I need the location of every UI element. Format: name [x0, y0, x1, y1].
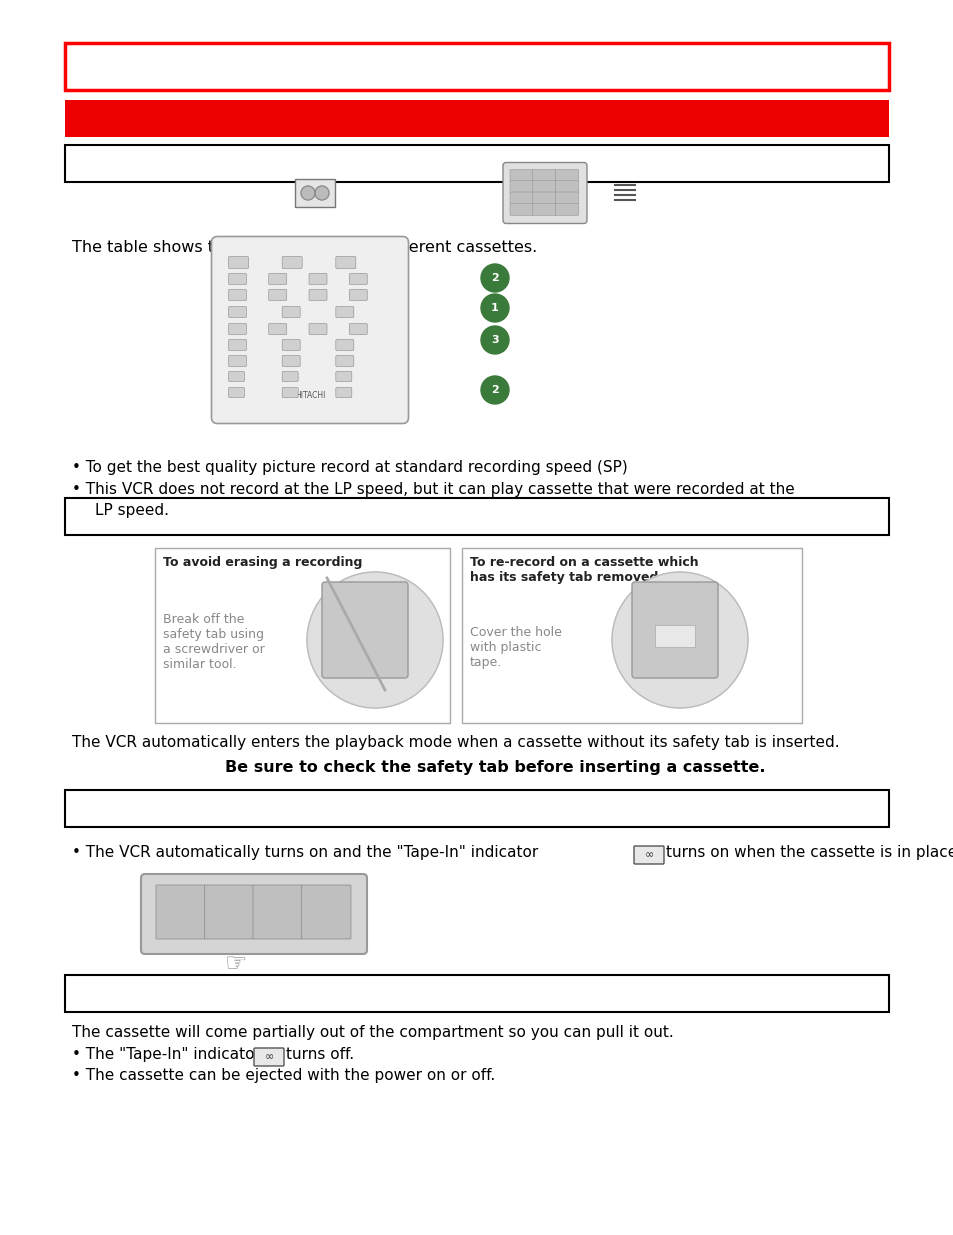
Text: 1: 1: [491, 303, 498, 312]
Bar: [65, 100, 888, 137]
FancyBboxPatch shape: [269, 289, 287, 300]
FancyBboxPatch shape: [510, 191, 533, 204]
FancyBboxPatch shape: [282, 356, 300, 367]
Text: LP speed.: LP speed.: [95, 503, 169, 517]
FancyBboxPatch shape: [204, 885, 253, 939]
Text: To avoid erasing a recording: To avoid erasing a recording: [163, 556, 362, 569]
Bar: [65, 43, 888, 90]
FancyBboxPatch shape: [502, 163, 586, 224]
Text: The cassette will come partially out of the compartment so you can pull it out.: The cassette will come partially out of …: [71, 1025, 673, 1040]
Text: 3: 3: [491, 335, 498, 345]
FancyBboxPatch shape: [282, 372, 298, 382]
FancyBboxPatch shape: [229, 356, 246, 367]
Text: Break off the
safety tab using
a screwdriver or
similar tool.: Break off the safety tab using a screwdr…: [163, 613, 265, 671]
FancyBboxPatch shape: [335, 356, 354, 367]
Circle shape: [480, 294, 509, 322]
FancyBboxPatch shape: [156, 885, 205, 939]
FancyBboxPatch shape: [229, 388, 244, 398]
Text: Be sure to check the safety tab before inserting a cassette.: Be sure to check the safety tab before i…: [225, 760, 764, 776]
FancyBboxPatch shape: [229, 340, 246, 351]
Text: turns on when the cassette is in place..: turns on when the cassette is in place..: [665, 845, 953, 860]
Text: HITACHI: HITACHI: [294, 390, 325, 399]
FancyBboxPatch shape: [335, 306, 354, 317]
FancyBboxPatch shape: [253, 885, 302, 939]
Text: 2: 2: [491, 385, 498, 395]
FancyBboxPatch shape: [229, 324, 246, 335]
Bar: [65, 498, 888, 535]
Bar: [294, 179, 335, 207]
FancyBboxPatch shape: [229, 306, 246, 317]
FancyBboxPatch shape: [309, 289, 327, 300]
Text: The table shows the recording time of different cassettes.: The table shows the recording time of di…: [71, 240, 537, 254]
Text: • The cassette can be ejected with the power on or off.: • The cassette can be ejected with the p…: [71, 1068, 495, 1083]
FancyBboxPatch shape: [532, 169, 556, 182]
FancyBboxPatch shape: [532, 204, 556, 215]
Circle shape: [480, 326, 509, 354]
Circle shape: [307, 572, 442, 708]
Text: ☞: ☞: [225, 952, 248, 976]
Text: 2: 2: [491, 273, 498, 283]
Text: Cover the hole
with plastic
tape.: Cover the hole with plastic tape.: [470, 626, 561, 669]
FancyBboxPatch shape: [282, 388, 298, 398]
Bar: [461, 548, 801, 722]
FancyBboxPatch shape: [229, 257, 248, 268]
FancyBboxPatch shape: [631, 582, 718, 678]
Text: • The VCR automatically turns on and the "Tape-In" indicator: • The VCR automatically turns on and the…: [71, 845, 537, 860]
FancyBboxPatch shape: [555, 169, 578, 182]
Bar: [65, 144, 888, 182]
Circle shape: [612, 572, 747, 708]
FancyBboxPatch shape: [309, 324, 327, 335]
FancyBboxPatch shape: [269, 273, 287, 284]
FancyBboxPatch shape: [510, 180, 533, 193]
Circle shape: [480, 375, 509, 404]
Bar: [65, 790, 888, 827]
FancyBboxPatch shape: [229, 289, 246, 300]
Circle shape: [301, 186, 314, 200]
Circle shape: [314, 186, 329, 200]
FancyBboxPatch shape: [555, 204, 578, 215]
FancyBboxPatch shape: [269, 324, 287, 335]
Text: • The "Tape-In" indicator: • The "Tape-In" indicator: [71, 1047, 260, 1062]
FancyBboxPatch shape: [322, 582, 408, 678]
Text: ∞: ∞: [264, 1052, 274, 1062]
FancyBboxPatch shape: [141, 874, 367, 953]
Text: ∞: ∞: [643, 850, 653, 860]
FancyBboxPatch shape: [349, 324, 367, 335]
FancyBboxPatch shape: [555, 191, 578, 204]
FancyBboxPatch shape: [335, 388, 352, 398]
Text: • This VCR does not record at the LP speed, but it can play cassette that were r: • This VCR does not record at the LP spe…: [71, 482, 794, 496]
FancyBboxPatch shape: [282, 257, 302, 268]
FancyBboxPatch shape: [349, 273, 367, 284]
Circle shape: [480, 264, 509, 291]
FancyBboxPatch shape: [634, 846, 663, 864]
FancyBboxPatch shape: [510, 169, 533, 182]
FancyBboxPatch shape: [282, 340, 300, 351]
FancyBboxPatch shape: [510, 204, 533, 215]
FancyBboxPatch shape: [349, 289, 367, 300]
FancyBboxPatch shape: [532, 180, 556, 193]
FancyBboxPatch shape: [532, 191, 556, 204]
Bar: [154, 548, 450, 722]
FancyBboxPatch shape: [229, 273, 246, 284]
FancyBboxPatch shape: [555, 180, 578, 193]
Text: • To get the best quality picture record at standard recording speed (SP): • To get the best quality picture record…: [71, 459, 627, 475]
FancyBboxPatch shape: [335, 340, 354, 351]
FancyBboxPatch shape: [212, 236, 408, 424]
Bar: [655, 625, 695, 647]
FancyBboxPatch shape: [335, 257, 355, 268]
FancyBboxPatch shape: [253, 1049, 284, 1066]
FancyBboxPatch shape: [282, 306, 300, 317]
Text: turns off.: turns off.: [286, 1047, 354, 1062]
Text: The VCR automatically enters the playback mode when a cassette without its safet: The VCR automatically enters the playbac…: [71, 735, 839, 750]
FancyBboxPatch shape: [229, 372, 244, 382]
FancyBboxPatch shape: [301, 885, 351, 939]
FancyBboxPatch shape: [335, 372, 352, 382]
FancyBboxPatch shape: [309, 273, 327, 284]
Bar: [65, 974, 888, 1011]
Text: To re-record on a cassette which
has its safety tab removed: To re-record on a cassette which has its…: [470, 556, 698, 584]
